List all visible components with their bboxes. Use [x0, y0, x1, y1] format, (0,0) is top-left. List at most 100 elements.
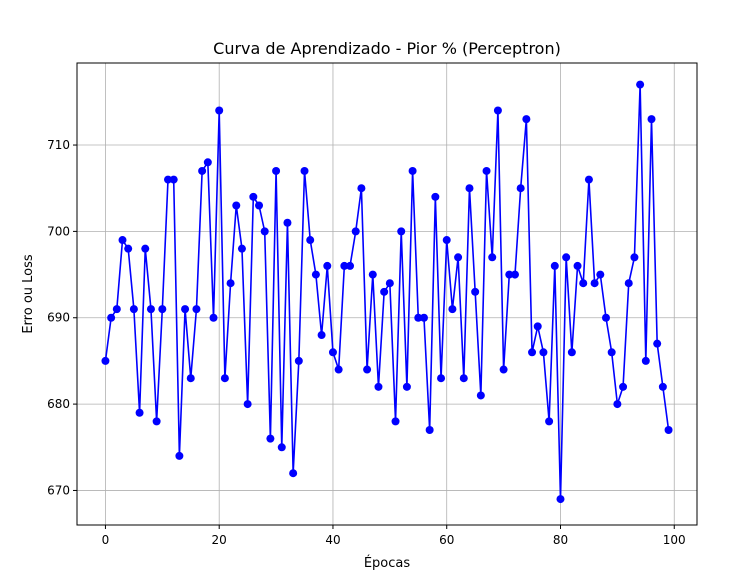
- data-point: [255, 201, 264, 210]
- data-point: [550, 261, 559, 270]
- data-point: [482, 166, 491, 175]
- data-point: [545, 417, 554, 426]
- data-point: [505, 270, 514, 279]
- data-point: [510, 270, 519, 279]
- data-point: [414, 313, 423, 322]
- x-tick-label: 40: [325, 533, 340, 547]
- data-point: [385, 279, 394, 288]
- data-point: [493, 106, 502, 115]
- data-point: [465, 184, 474, 193]
- data-point: [249, 192, 258, 201]
- data-point: [141, 244, 150, 253]
- data-point: [220, 374, 229, 383]
- data-point: [516, 184, 525, 193]
- data-point: [260, 227, 269, 236]
- data-point: [664, 426, 673, 435]
- data-point: [124, 244, 133, 253]
- data-point: [118, 236, 127, 245]
- data-point: [158, 305, 167, 314]
- y-tick-label: 690: [47, 311, 70, 325]
- data-point: [613, 400, 622, 409]
- data-point: [442, 236, 451, 245]
- data-point: [619, 382, 628, 391]
- data-point: [397, 227, 406, 236]
- data-point: [607, 348, 616, 357]
- y-tick-label: 670: [47, 483, 70, 497]
- data-point: [215, 106, 224, 115]
- data-point: [135, 408, 144, 417]
- data-point: [567, 348, 576, 357]
- data-point: [459, 374, 468, 383]
- data-point: [192, 305, 201, 314]
- data-point: [476, 391, 485, 400]
- data-point: [402, 382, 411, 391]
- data-point: [630, 253, 639, 262]
- x-tick-label: 60: [439, 533, 454, 547]
- data-point: [636, 80, 645, 89]
- y-tick-label: 680: [47, 397, 70, 411]
- data-point: [169, 175, 178, 184]
- x-tick-label: 0: [102, 533, 110, 547]
- data-point: [334, 365, 343, 374]
- data-point: [340, 261, 349, 270]
- data-point: [357, 184, 366, 193]
- data-point: [533, 322, 542, 331]
- data-point: [374, 382, 383, 391]
- x-axis-title: Épocas: [364, 555, 411, 571]
- data-point: [363, 365, 372, 374]
- data-point: [573, 261, 582, 270]
- data-point: [317, 331, 326, 340]
- data-point: [522, 115, 531, 124]
- data-point: [232, 201, 241, 210]
- data-point: [311, 270, 320, 279]
- data-point: [175, 451, 184, 460]
- data-point: [146, 305, 155, 314]
- data-point: [596, 270, 605, 279]
- data-point: [129, 305, 138, 314]
- data-point: [323, 261, 332, 270]
- data-point: [237, 244, 246, 253]
- data-point: [431, 192, 440, 201]
- data-point: [181, 305, 190, 314]
- data-point: [454, 253, 463, 262]
- data-point: [186, 374, 195, 383]
- axis-ticks: 0 20 40 60 80 100 670 680 690 700 710: [47, 138, 686, 547]
- data-point: [209, 313, 218, 322]
- data-point: [272, 166, 281, 175]
- data-point: [107, 313, 116, 322]
- plot-area-frame: [76, 62, 698, 526]
- data-point: [624, 279, 633, 288]
- x-tick-label: 100: [663, 533, 686, 547]
- data-point: [300, 166, 309, 175]
- data-point: [294, 356, 303, 365]
- data-point: [590, 279, 599, 288]
- data-point: [647, 115, 656, 124]
- data-point: [556, 495, 565, 504]
- data-point: [658, 382, 667, 391]
- data-point: [408, 166, 417, 175]
- data-point: [437, 374, 446, 383]
- data-point: [528, 348, 537, 357]
- data-point: [539, 348, 548, 357]
- chart-title: Curva de Aprendizado - Pior % (Perceptro…: [213, 39, 561, 58]
- data-point: [243, 400, 252, 409]
- data-point: [346, 261, 355, 270]
- data-point: [653, 339, 662, 348]
- data-point: [351, 227, 360, 236]
- data-point: [203, 158, 212, 167]
- y-tick-label: 700: [47, 224, 70, 238]
- data-point: [226, 279, 235, 288]
- data-point: [152, 417, 161, 426]
- series-layer: [101, 80, 673, 504]
- data-point: [419, 313, 428, 322]
- data-point: [164, 175, 173, 184]
- data-point: [283, 218, 292, 227]
- data-point: [289, 469, 298, 478]
- data-point: [471, 287, 480, 296]
- data-point: [425, 426, 434, 435]
- y-tick-label: 710: [47, 138, 70, 152]
- data-point: [266, 434, 275, 443]
- x-tick-label: 80: [553, 533, 568, 547]
- data-point: [306, 236, 315, 245]
